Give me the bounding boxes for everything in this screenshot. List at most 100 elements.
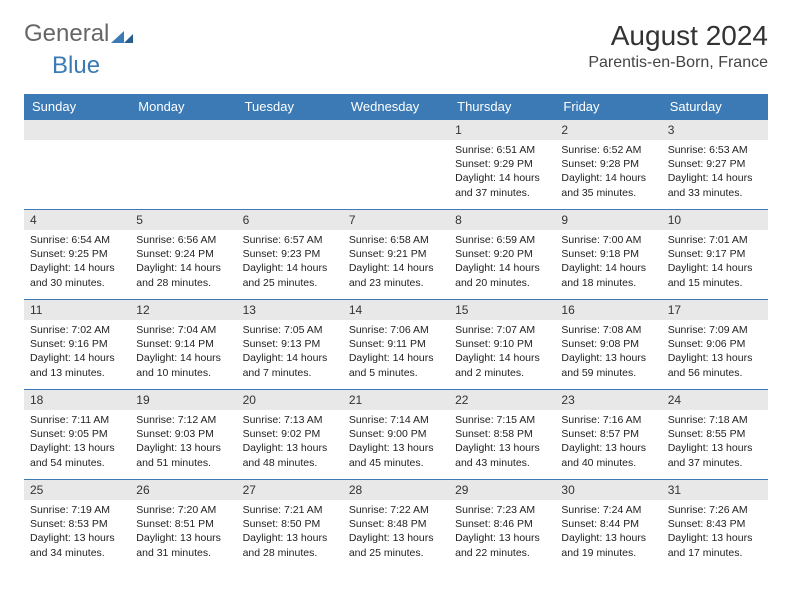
calendar-page: General August 2024 Parentis-en-Born, Fr… [0,0,792,580]
day-content: Sunrise: 7:02 AMSunset: 9:16 PMDaylight:… [24,320,130,384]
day-number: 22 [449,390,555,410]
day-content: Sunrise: 7:07 AMSunset: 9:10 PMDaylight:… [449,320,555,384]
calendar-day-cell: 26Sunrise: 7:20 AMSunset: 8:51 PMDayligh… [130,480,236,570]
day-content: Sunrise: 7:18 AMSunset: 8:55 PMDaylight:… [662,410,768,474]
calendar-day-cell: 22Sunrise: 7:15 AMSunset: 8:58 PMDayligh… [449,390,555,480]
weekday-header: Sunday [24,94,130,120]
logo: General [24,20,133,48]
day-number: 27 [237,480,343,500]
calendar-week-row: 4Sunrise: 6:54 AMSunset: 9:25 PMDaylight… [24,210,768,300]
day-content: Sunrise: 7:00 AMSunset: 9:18 PMDaylight:… [555,230,661,294]
calendar-table: SundayMondayTuesdayWednesdayThursdayFrid… [24,94,768,570]
day-content: Sunrise: 7:14 AMSunset: 9:00 PMDaylight:… [343,410,449,474]
calendar-day-cell: 3Sunrise: 6:53 AMSunset: 9:27 PMDaylight… [662,120,768,210]
day-content: Sunrise: 6:57 AMSunset: 9:23 PMDaylight:… [237,230,343,294]
day-number: 2 [555,120,661,140]
calendar-day-cell: 17Sunrise: 7:09 AMSunset: 9:06 PMDayligh… [662,300,768,390]
calendar-day-cell [343,120,449,210]
day-number: 6 [237,210,343,230]
day-content: Sunrise: 7:19 AMSunset: 8:53 PMDaylight:… [24,500,130,564]
day-number: 8 [449,210,555,230]
calendar-day-cell: 6Sunrise: 6:57 AMSunset: 9:23 PMDaylight… [237,210,343,300]
weekday-header: Thursday [449,94,555,120]
day-number: 26 [130,480,236,500]
weekday-header: Wednesday [343,94,449,120]
calendar-day-cell [24,120,130,210]
calendar-day-cell: 8Sunrise: 6:59 AMSunset: 9:20 PMDaylight… [449,210,555,300]
day-number-empty [130,120,236,140]
calendar-day-cell: 16Sunrise: 7:08 AMSunset: 9:08 PMDayligh… [555,300,661,390]
day-number: 21 [343,390,449,410]
calendar-day-cell [130,120,236,210]
weekday-header: Tuesday [237,94,343,120]
logo-text-general: General [24,20,109,48]
calendar-day-cell: 25Sunrise: 7:19 AMSunset: 8:53 PMDayligh… [24,480,130,570]
day-content: Sunrise: 7:06 AMSunset: 9:11 PMDaylight:… [343,320,449,384]
day-number: 18 [24,390,130,410]
calendar-day-cell: 20Sunrise: 7:13 AMSunset: 9:02 PMDayligh… [237,390,343,480]
day-number: 31 [662,480,768,500]
calendar-week-row: 1Sunrise: 6:51 AMSunset: 9:29 PMDaylight… [24,120,768,210]
calendar-day-cell: 31Sunrise: 7:26 AMSunset: 8:43 PMDayligh… [662,480,768,570]
day-number: 4 [24,210,130,230]
calendar-day-cell: 5Sunrise: 6:56 AMSunset: 9:24 PMDaylight… [130,210,236,300]
day-content: Sunrise: 7:15 AMSunset: 8:58 PMDaylight:… [449,410,555,474]
calendar-day-cell: 15Sunrise: 7:07 AMSunset: 9:10 PMDayligh… [449,300,555,390]
calendar-day-cell: 11Sunrise: 7:02 AMSunset: 9:16 PMDayligh… [24,300,130,390]
day-content: Sunrise: 6:59 AMSunset: 9:20 PMDaylight:… [449,230,555,294]
day-content: Sunrise: 7:11 AMSunset: 9:05 PMDaylight:… [24,410,130,474]
calendar-day-cell: 12Sunrise: 7:04 AMSunset: 9:14 PMDayligh… [130,300,236,390]
day-content: Sunrise: 7:22 AMSunset: 8:48 PMDaylight:… [343,500,449,564]
day-number: 10 [662,210,768,230]
day-content: Sunrise: 7:16 AMSunset: 8:57 PMDaylight:… [555,410,661,474]
day-content: Sunrise: 6:58 AMSunset: 9:21 PMDaylight:… [343,230,449,294]
day-content: Sunrise: 7:05 AMSunset: 9:13 PMDaylight:… [237,320,343,384]
calendar-day-cell: 23Sunrise: 7:16 AMSunset: 8:57 PMDayligh… [555,390,661,480]
day-content: Sunrise: 7:24 AMSunset: 8:44 PMDaylight:… [555,500,661,564]
day-number: 3 [662,120,768,140]
day-number: 9 [555,210,661,230]
day-content: Sunrise: 7:01 AMSunset: 9:17 PMDaylight:… [662,230,768,294]
calendar-day-cell: 7Sunrise: 6:58 AMSunset: 9:21 PMDaylight… [343,210,449,300]
calendar-day-cell: 21Sunrise: 7:14 AMSunset: 9:00 PMDayligh… [343,390,449,480]
location: Parentis-en-Born, France [588,54,768,72]
day-content: Sunrise: 7:09 AMSunset: 9:06 PMDaylight:… [662,320,768,384]
day-number: 28 [343,480,449,500]
calendar-day-cell: 9Sunrise: 7:00 AMSunset: 9:18 PMDaylight… [555,210,661,300]
day-content: Sunrise: 7:20 AMSunset: 8:51 PMDaylight:… [130,500,236,564]
title-block: August 2024 Parentis-en-Born, France [588,20,768,72]
day-content: Sunrise: 7:12 AMSunset: 9:03 PMDaylight:… [130,410,236,474]
day-number: 24 [662,390,768,410]
calendar-day-cell: 2Sunrise: 6:52 AMSunset: 9:28 PMDaylight… [555,120,661,210]
calendar-week-row: 18Sunrise: 7:11 AMSunset: 9:05 PMDayligh… [24,390,768,480]
calendar-day-cell: 1Sunrise: 6:51 AMSunset: 9:29 PMDaylight… [449,120,555,210]
calendar-day-cell: 14Sunrise: 7:06 AMSunset: 9:11 PMDayligh… [343,300,449,390]
day-number-empty [24,120,130,140]
day-content: Sunrise: 6:52 AMSunset: 9:28 PMDaylight:… [555,140,661,204]
calendar-week-row: 25Sunrise: 7:19 AMSunset: 8:53 PMDayligh… [24,480,768,570]
logo-text-blue: Blue [52,52,100,80]
day-number: 17 [662,300,768,320]
calendar-day-cell: 24Sunrise: 7:18 AMSunset: 8:55 PMDayligh… [662,390,768,480]
day-number: 12 [130,300,236,320]
day-number: 11 [24,300,130,320]
day-number-empty [237,120,343,140]
day-number: 25 [24,480,130,500]
weekday-header: Friday [555,94,661,120]
calendar-day-cell: 18Sunrise: 7:11 AMSunset: 9:05 PMDayligh… [24,390,130,480]
day-content: Sunrise: 7:08 AMSunset: 9:08 PMDaylight:… [555,320,661,384]
day-content: Sunrise: 6:54 AMSunset: 9:25 PMDaylight:… [24,230,130,294]
day-number: 29 [449,480,555,500]
day-content: Sunrise: 7:26 AMSunset: 8:43 PMDaylight:… [662,500,768,564]
logo-triangle-icon [111,25,133,43]
day-number: 30 [555,480,661,500]
page-title: August 2024 [588,20,768,52]
calendar-day-cell: 19Sunrise: 7:12 AMSunset: 9:03 PMDayligh… [130,390,236,480]
day-number: 13 [237,300,343,320]
weekday-header: Saturday [662,94,768,120]
calendar-day-cell [237,120,343,210]
day-number: 14 [343,300,449,320]
day-number: 1 [449,120,555,140]
weekday-header: Monday [130,94,236,120]
day-number: 16 [555,300,661,320]
